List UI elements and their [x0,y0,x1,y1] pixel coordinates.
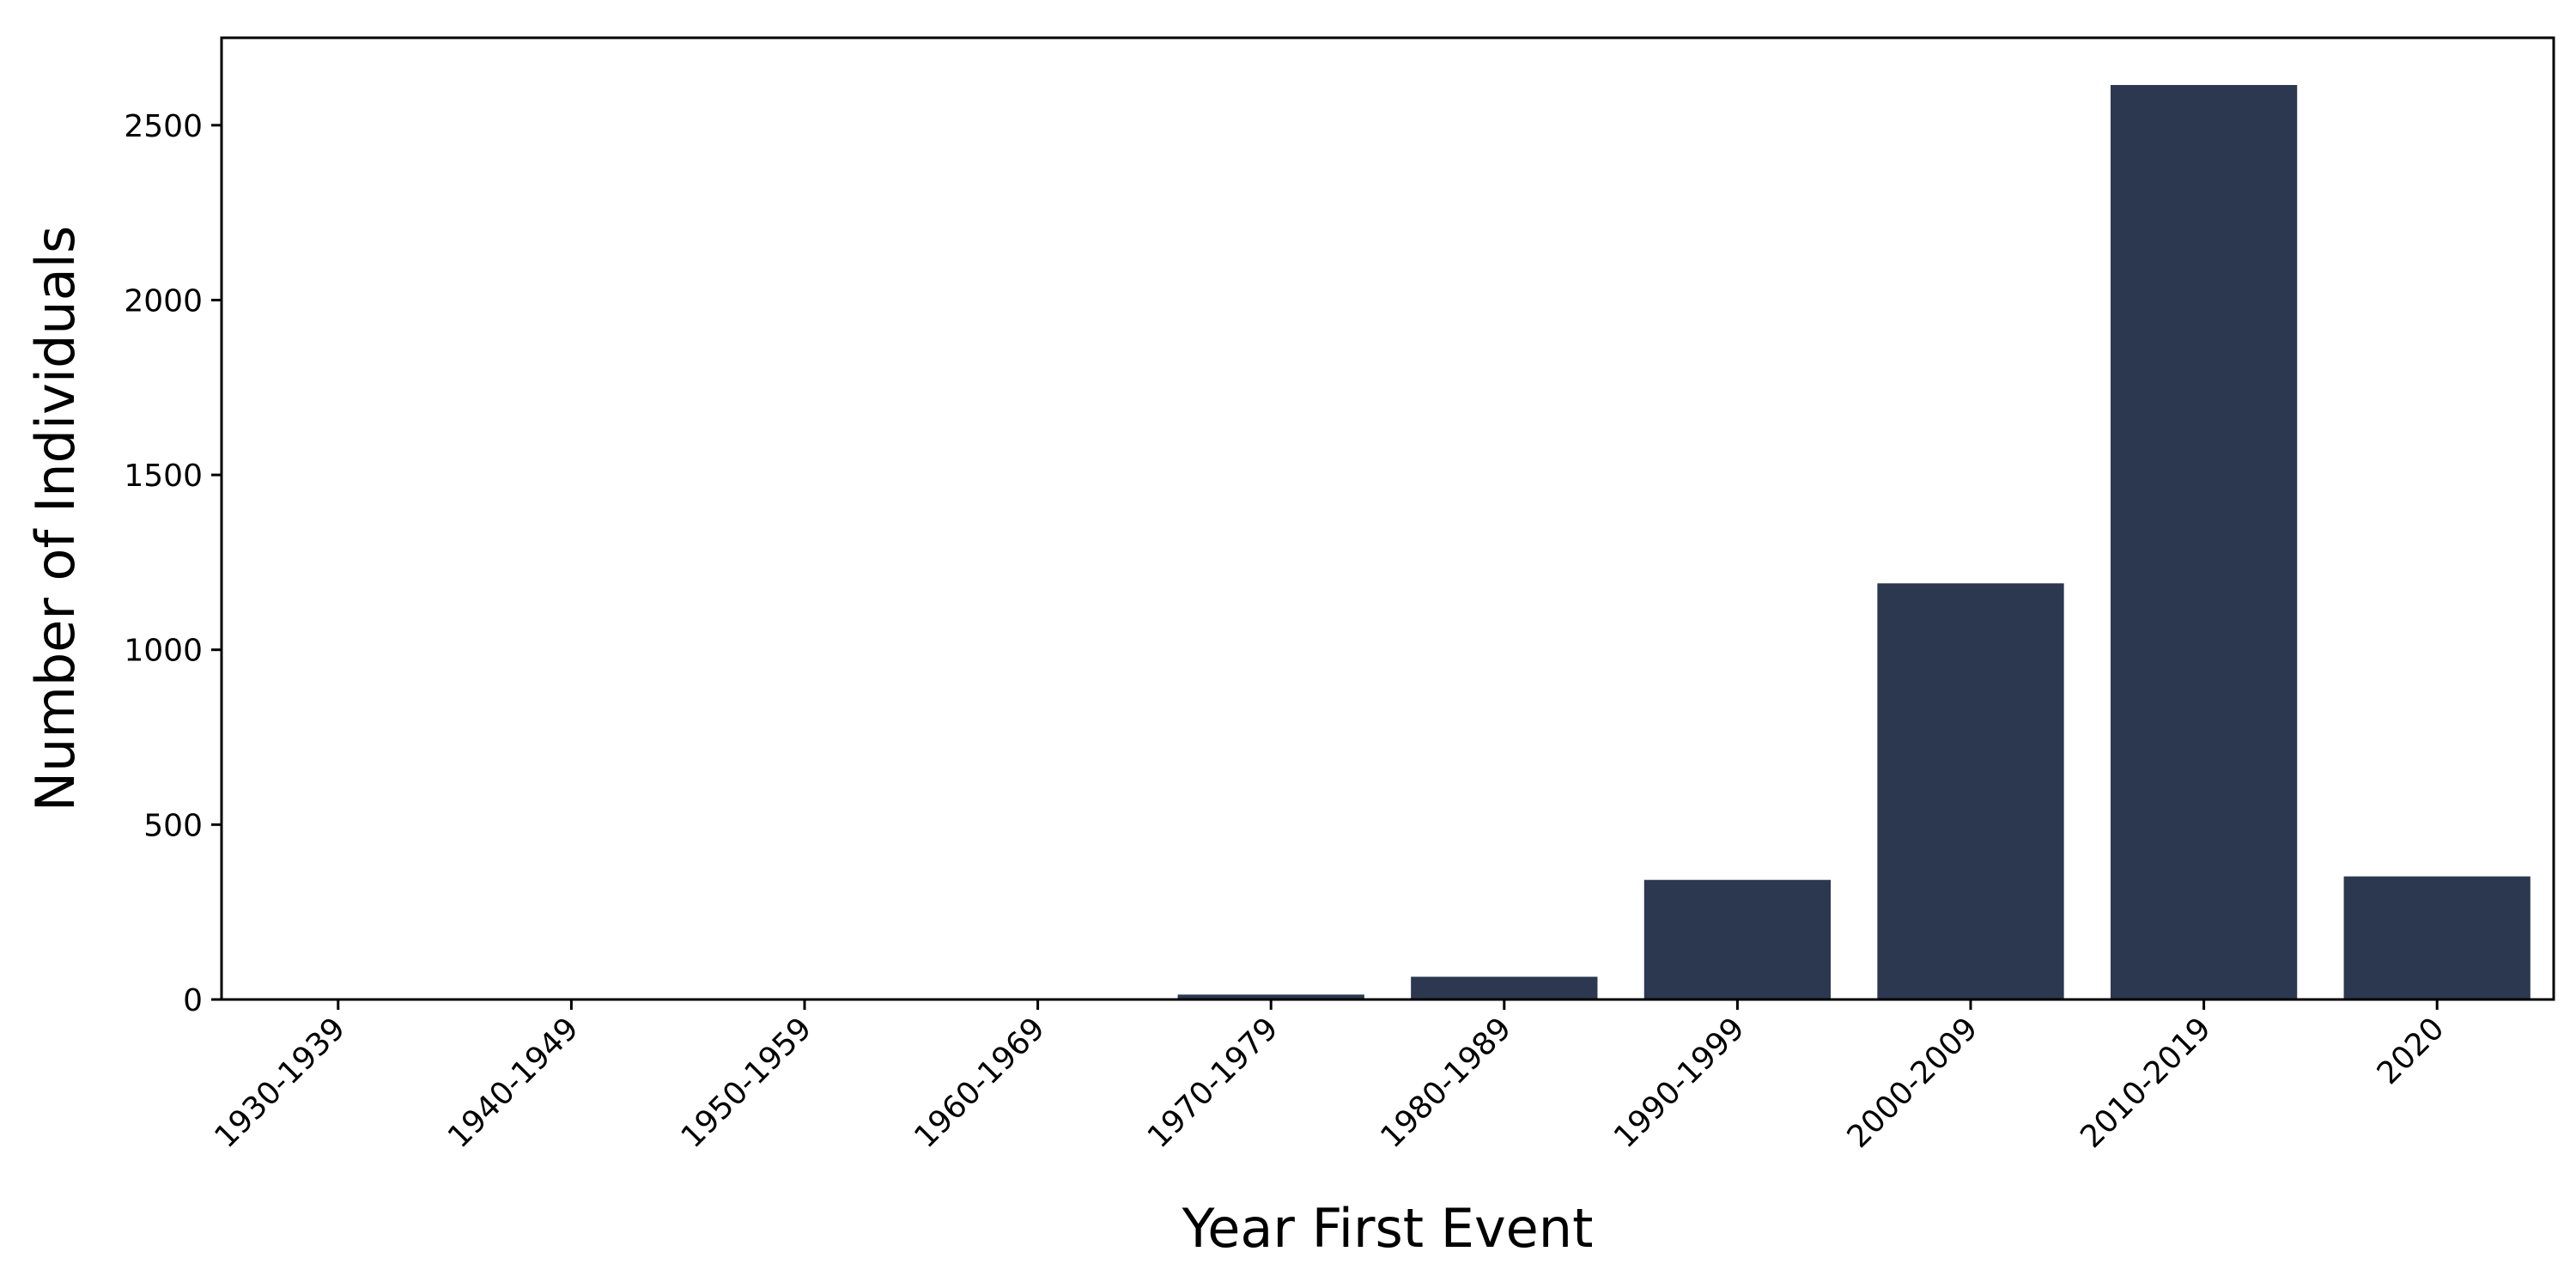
bar-2010-2019 [2110,84,2298,1000]
bar-1980-1989 [1411,976,1598,999]
y-tick-label: 0 [183,983,203,1018]
y-tick-label: 1500 [124,459,203,494]
y-tick-label: 1000 [124,634,203,669]
y-tick-label: 2000 [124,283,203,319]
y-axis-label: Number of Individuals [24,226,87,811]
bars-group [245,84,2530,1000]
bar-1990-1999 [1643,879,1832,999]
y-tick-label: 2500 [124,109,203,144]
bar-1970-1979 [1177,994,1364,999]
y-tick-label: 500 [143,808,203,843]
plot-frame [220,36,2555,1001]
bar-2020 [2343,876,2530,999]
bar-2000-2009 [1877,583,2064,999]
y-axis: 0 500 1000 1500 2000 2500 [124,109,222,1018]
x-axis-label: Year First Event [1182,1197,1594,1260]
